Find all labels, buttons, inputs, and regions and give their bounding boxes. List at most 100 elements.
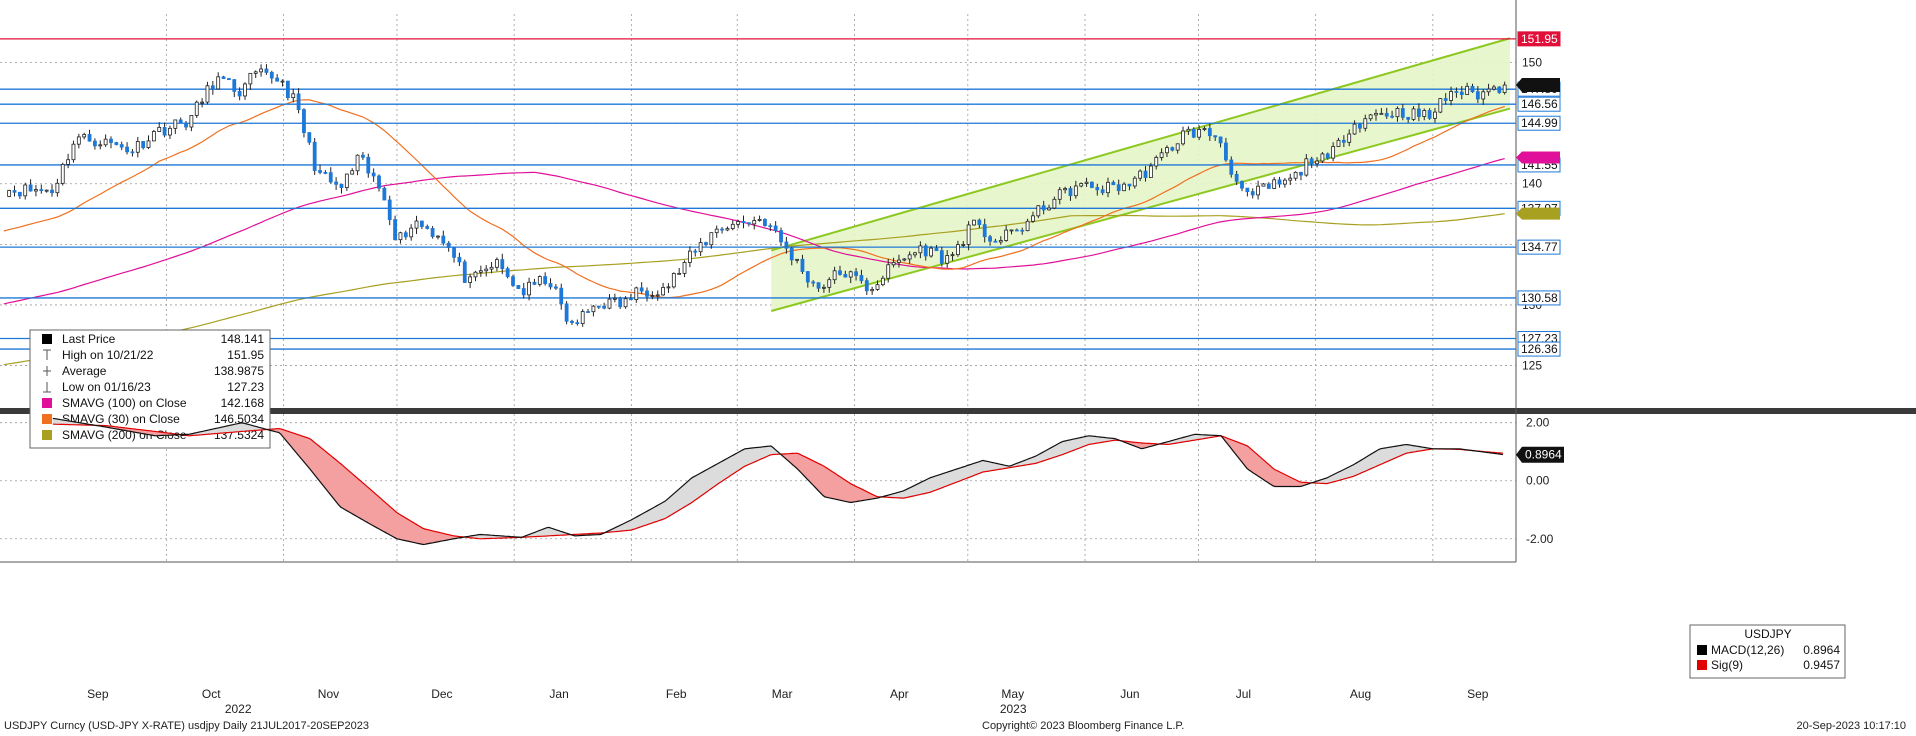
candle-body: [897, 259, 901, 263]
candle-body: [462, 261, 467, 283]
candle-body: [779, 230, 783, 243]
candle-body: [521, 288, 526, 296]
candle-body: [275, 77, 280, 82]
legend-label: Average: [62, 364, 107, 378]
candle-body: [1127, 183, 1132, 187]
candle-body: [1052, 198, 1057, 209]
x-year-label: 2023: [1000, 702, 1027, 716]
candle-body: [387, 199, 392, 221]
candle-body: [130, 151, 135, 154]
candle-body: [34, 189, 38, 192]
candle-body: [1347, 133, 1352, 143]
candle-body: [907, 254, 912, 260]
candle-body: [795, 258, 800, 261]
candle-body: [1213, 135, 1218, 138]
candle-body: [264, 68, 269, 73]
candle-body: [382, 187, 387, 201]
candle-body: [1272, 179, 1277, 189]
candle-body: [1368, 114, 1373, 120]
macd-y-tick-label: 0.00: [1526, 474, 1550, 488]
candle-body: [1031, 215, 1035, 222]
candle-body: [1358, 123, 1362, 129]
panel-separator: [0, 408, 1916, 414]
candle-body: [1454, 91, 1459, 93]
candle-body: [1041, 205, 1046, 211]
candle-body: [537, 276, 542, 285]
candle-body: [575, 322, 580, 324]
candle-body: [645, 290, 649, 297]
candle-body: [564, 303, 569, 322]
candle-body: [591, 305, 596, 313]
candle-body: [977, 219, 982, 225]
candle-body: [269, 72, 274, 79]
legend-label: SMAVG (100) on Close: [62, 396, 187, 410]
y-tick-label: 150: [1522, 55, 1542, 69]
level-tag-label: 144.99: [1521, 116, 1558, 130]
candle-body: [773, 225, 778, 231]
candle-body: [114, 142, 119, 145]
candle-body: [1047, 207, 1051, 211]
macd-legend-swatch: [1697, 645, 1707, 655]
candle-body: [1106, 181, 1110, 194]
legend-label: Low on 01/16/23: [62, 380, 151, 394]
footer-ticker-info: USDJPY Curncy (USD-JPY X-RATE) usdjpy Da…: [4, 720, 369, 732]
candle-body: [1165, 147, 1169, 154]
legend-label: Last Price: [62, 332, 116, 346]
candle-body: [559, 287, 564, 305]
signal-line: [52, 423, 1503, 540]
candle-body: [452, 247, 456, 258]
candle-body: [473, 271, 478, 278]
candle-body: [328, 172, 333, 183]
candle-body: [302, 109, 306, 134]
candle-body: [993, 240, 998, 243]
candle-body: [655, 294, 660, 297]
candle-body: [1433, 111, 1437, 119]
candle-body: [495, 259, 499, 268]
regression-channel-lower: [770, 107, 1511, 312]
y-tick-label: 140: [1522, 177, 1542, 191]
legend-swatch: [42, 430, 52, 440]
macd-legend: USDJPY MACD(12,26) 0.8964 Sig(9) 0.9457: [1689, 624, 1846, 679]
candle-body: [259, 68, 263, 73]
x-month-label: Oct: [202, 687, 221, 701]
last-price-marker: [1516, 78, 1560, 93]
candle-body: [1186, 128, 1191, 132]
regression-channel-upper: [770, 37, 1511, 252]
candle-body: [339, 183, 344, 189]
candle-body: [832, 270, 837, 281]
candle-body: [1411, 108, 1416, 120]
x-month-label: Jan: [549, 687, 568, 701]
candle-body: [746, 222, 751, 225]
candle-body: [151, 131, 156, 142]
candle-body: [125, 146, 129, 153]
candle-body: [1406, 116, 1411, 120]
candle-body: [1014, 229, 1019, 232]
x-month-label: May: [1001, 687, 1024, 701]
candle-body: [1170, 147, 1175, 151]
candle-body: [419, 220, 424, 227]
candle-body: [811, 281, 816, 284]
candle-body: [1240, 180, 1244, 189]
candle-body: [757, 219, 762, 221]
candles: [7, 64, 1507, 327]
candle-body: [1004, 229, 1009, 241]
candle-body: [1331, 146, 1336, 159]
candle-body: [1309, 158, 1314, 165]
candle-body: [1084, 181, 1089, 184]
candle-body: [366, 156, 371, 174]
candle-body: [800, 258, 805, 272]
candle-body: [1352, 123, 1357, 135]
candle-body: [1282, 179, 1287, 185]
candle-body: [1224, 142, 1228, 161]
candle-body: [913, 252, 917, 256]
candle-body: [1229, 159, 1234, 175]
candle-body: [446, 242, 451, 248]
legend-value: 146.5034: [214, 412, 264, 426]
candle-body: [1256, 185, 1260, 196]
candle-body: [736, 221, 741, 225]
candle-body: [859, 275, 864, 282]
candle-body: [17, 191, 22, 197]
candle-body: [854, 271, 858, 276]
candle-body: [1159, 152, 1164, 158]
candle-body: [1036, 205, 1041, 217]
